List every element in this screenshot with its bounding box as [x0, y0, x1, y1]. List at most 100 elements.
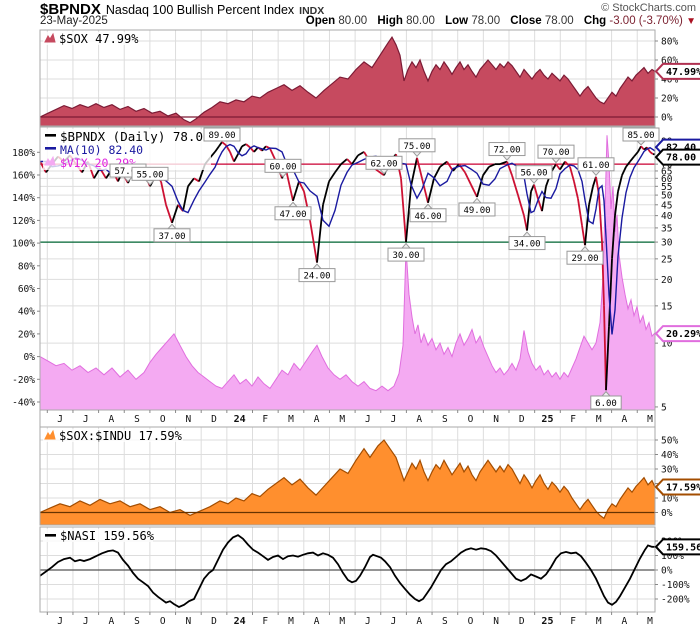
month-label: J: [57, 414, 63, 425]
month-label: S: [134, 414, 140, 425]
month-label: M: [647, 616, 653, 627]
y-axis-label: 60: [661, 174, 673, 185]
soxindu-legend-label: $SOX:$INDU 17.59%: [59, 429, 183, 443]
annotation-callout: [298, 268, 336, 283]
y-axis-label: -40%: [12, 398, 35, 409]
bpndx-price-segment: [569, 166, 575, 182]
month-label: A: [622, 414, 628, 425]
bpndx-price-segment: [517, 194, 525, 216]
annotation-callout: [508, 236, 546, 251]
soxindu-line: [39, 439, 656, 520]
annotation-callout: [203, 127, 241, 142]
panel-border: [39, 126, 656, 411]
bpndx-price-segment: [588, 186, 594, 205]
last-value-badge-text: 47.99%: [666, 67, 700, 78]
bpndx-price-segment: [603, 305, 607, 391]
bpndx-price-segment: [573, 181, 579, 200]
bpndx-price-segment: [621, 166, 627, 176]
month-label: F: [262, 414, 268, 425]
month-label: J: [391, 414, 397, 425]
bpndx-price-segment: [611, 215, 616, 259]
month-label: A: [622, 616, 628, 627]
y-axis-label: 0%: [661, 566, 673, 577]
y-axis-label: 50%: [661, 436, 678, 447]
legend-area-icon: [44, 429, 56, 440]
panel-border: [39, 29, 656, 127]
month-label: J: [365, 616, 371, 627]
bpndx-price-segment: [245, 143, 251, 149]
close-value: 78.00: [544, 15, 574, 27]
bpndx-price-segment: [309, 220, 318, 263]
month-label: D: [519, 616, 525, 627]
last-value-badge: [654, 325, 700, 343]
annotation-text: 49.00: [463, 206, 490, 216]
annotation-text: 24.00: [303, 272, 330, 282]
month-label: A: [109, 414, 115, 425]
annotation-text: 30.00: [392, 251, 419, 261]
bpndx-price-segment: [160, 181, 167, 205]
bpndx-price-segment: [506, 161, 513, 176]
y-axis-label: 60%: [661, 56, 678, 67]
y-axis-label: 0%: [24, 352, 36, 363]
annotation-text: 62.00: [370, 159, 397, 169]
bpndx-price-segment: [221, 141, 227, 146]
annotation-text: 29.00: [571, 254, 598, 264]
ohlc-quote-row: Open 80.00 High 80.00 Low 78.00 Close 78…: [299, 15, 696, 27]
annotation-text: 6.00: [595, 399, 617, 409]
annotation-text: 70.00: [542, 148, 569, 158]
chart-date: 23-May-2025: [40, 15, 108, 27]
last-value-badge: [654, 538, 700, 556]
month-label: O: [468, 414, 474, 425]
y-axis-label: 40%: [18, 307, 35, 318]
bpndx-price-segment: [285, 169, 294, 201]
month-label: M: [288, 414, 294, 425]
month-label: M: [339, 414, 345, 425]
month-label: N: [493, 616, 499, 627]
month-label: O: [468, 616, 474, 627]
bpndx-price-segment: [171, 204, 179, 224]
y-axis-label: 180%: [12, 148, 35, 159]
bpndx-price-segment: [482, 166, 490, 176]
bpndx-price-segment: [559, 161, 566, 171]
bpndx-price-segment: [499, 160, 508, 165]
annotation-text: 57.00: [114, 167, 141, 177]
month-label: 25: [541, 414, 553, 425]
bpndx-price-segment: [427, 178, 435, 203]
month-label: J: [83, 616, 89, 627]
vix-line: [40, 135, 655, 392]
y-axis-label: 100%: [12, 239, 35, 250]
bpndx-price-segment: [625, 161, 631, 168]
annotation-pointer: [590, 170, 602, 177]
bpndx-price-segment: [400, 178, 407, 243]
y-axis-label: 35: [661, 223, 672, 234]
bpndx-price-segment: [187, 177, 195, 187]
annotation-pointer: [501, 155, 513, 161]
annotation-text: 47.00: [279, 210, 306, 220]
annotation-pointer: [550, 157, 562, 164]
bpndx-price-segment: [351, 154, 359, 165]
bpndx-price-segment: [346, 158, 353, 165]
low-label: Low: [445, 15, 469, 27]
high-label: High: [377, 15, 403, 27]
bpndx-price-segment: [405, 186, 412, 243]
title-row: $BPNDX Nasdaq 100 Bullish Percent Index IN…: [40, 1, 324, 19]
bpndx-price-segment: [464, 171, 472, 186]
bpndx-price-segment: [261, 145, 267, 152]
sox-area: [40, 37, 655, 127]
bpndx-price-segment: [633, 151, 639, 158]
bpndx-price-segment: [598, 195, 603, 243]
open-value: 80.00: [338, 15, 368, 27]
annotation-callout: [398, 138, 436, 153]
bpndx-price-segment: [608, 258, 613, 327]
chg-label: Chg: [583, 15, 607, 27]
symbol-name: Nasdaq 100 Bullish Percent Index: [105, 3, 295, 17]
sox-line: [39, 36, 656, 124]
high-value: 80.00: [406, 15, 435, 27]
bpndx-price-segment: [555, 163, 561, 171]
bpndx-price-segment: [617, 175, 623, 192]
bpndx-price-segment: [640, 145, 645, 151]
bpndx-price-segment: [316, 204, 324, 263]
bpndx-price-segment: [233, 153, 239, 162]
month-label: A: [416, 414, 422, 425]
last-value-badge-text: 159.56%: [666, 542, 700, 553]
